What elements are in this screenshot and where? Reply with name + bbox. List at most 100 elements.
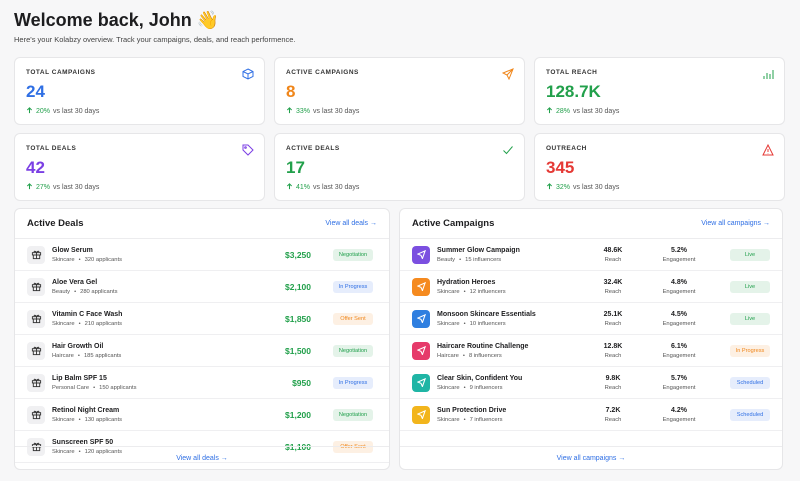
stat-card: TOTAL DEALS 42 27% vs last 30 days — [14, 133, 265, 201]
stat-period: vs last 30 days — [573, 184, 620, 191]
row-icon — [412, 373, 430, 392]
status-badge: Negotiation — [333, 344, 373, 357]
view-all-link[interactable]: View all campaigns → — [701, 220, 770, 227]
engagement-metric: 6.1% Engagement — [649, 343, 709, 359]
panel-title: Active Deals — [27, 218, 84, 229]
row-detail: 280 applicants — [70, 289, 117, 295]
row-category: Skincare — [52, 256, 75, 263]
row-name: Summer Glow Campaign — [437, 246, 520, 254]
row-sub: Personal Care150 applicants — [52, 385, 136, 391]
row-category: Skincare — [437, 384, 460, 391]
row-text: Glow Serum Skincare320 applicants — [52, 247, 122, 263]
row-category: Skincare — [437, 320, 460, 327]
trend-arrow — [286, 107, 293, 116]
panel-footer: View all deals → — [15, 446, 389, 469]
row-name: Monsoon Skincare Essentials — [437, 310, 536, 318]
row-category: Skincare — [437, 416, 460, 423]
stat-change-pct: 41% — [296, 184, 311, 191]
row-icon — [27, 277, 45, 296]
deal-row: Lip Balm SPF 15 Personal Care150 applican… — [15, 367, 389, 399]
campaign-row: Monsoon Skincare Essentials Skincare10 in… — [400, 303, 782, 335]
stat-period: vs last 30 days — [573, 108, 620, 115]
row-icon — [412, 277, 430, 296]
stat-change: 32% vs last 30 days — [546, 183, 773, 192]
row-text: Hair Growth Oil Haircare185 applicants — [52, 343, 121, 359]
campaigns-panel: Active Campaigns View all campaigns → Summ… — [399, 208, 783, 470]
row-category: Beauty — [437, 256, 456, 263]
row-name: Vitamin C Face Wash — [52, 310, 123, 318]
row-name: Glow Serum — [52, 246, 93, 254]
view-all-link[interactable]: View all campaigns → — [556, 454, 626, 462]
row-category: Skincare — [52, 416, 75, 423]
engagement-value: 6.1% — [671, 342, 687, 350]
status-badge: Live — [730, 312, 770, 325]
engagement-metric: 4.5% Engagement — [649, 311, 709, 327]
trend-arrow — [546, 107, 553, 116]
row-detail: 320 applicants — [75, 257, 122, 263]
reach-value: 48.6K — [603, 246, 623, 254]
reach-metric: 9.8K Reach — [583, 375, 643, 391]
reach-label: Reach — [604, 384, 622, 391]
row-sub: Skincare320 applicants — [52, 257, 122, 263]
row-detail: 210 applicants — [75, 321, 122, 327]
row-detail: 130 applicants — [75, 417, 122, 423]
row-category: Haircare — [52, 352, 74, 359]
stat-label: ACTIVE CAMPAIGNS — [286, 69, 359, 76]
deal-amount: $2,100 — [285, 281, 311, 292]
row-icon — [27, 341, 45, 360]
stat-value: 17 — [286, 158, 305, 177]
engagement-label: Engagement — [662, 352, 696, 359]
deal-row: Retinol Night Cream Skincare130 applicant… — [15, 399, 389, 431]
status-badge: In Progress — [333, 376, 373, 389]
row-text: Lip Balm SPF 15 Personal Care150 applican… — [52, 375, 136, 391]
row-name: Clear Skin, Confident You — [437, 374, 523, 382]
row-category: Haircare — [437, 352, 459, 359]
campaign-row: Haircare Routine Challenge Haircare8 infl… — [400, 335, 782, 367]
row-icon — [412, 341, 430, 360]
row-category: Personal Care — [52, 384, 90, 391]
reach-label: Reach — [604, 288, 622, 295]
engagement-label: Engagement — [662, 416, 696, 423]
stat-change: 27% vs last 30 days — [26, 183, 253, 192]
row-name: Retinol Night Cream — [52, 406, 120, 414]
row-detail: 10 influencers — [460, 321, 506, 327]
stat-icon — [242, 143, 254, 161]
deal-amount: $1,200 — [285, 409, 311, 420]
trend-arrow — [26, 107, 33, 116]
campaign-row: Summer Glow Campaign Beauty15 influencers… — [400, 239, 782, 271]
panel-header: Active Deals View all deals → — [15, 209, 389, 239]
row-icon — [27, 373, 45, 392]
row-icon — [27, 405, 45, 424]
row-sub: Beauty280 applicants — [52, 289, 117, 295]
row-name: Hair Growth Oil — [52, 342, 104, 350]
row-icon — [412, 245, 430, 264]
stat-period: vs last 30 days — [313, 108, 360, 115]
reach-metric: 12.8K Reach — [583, 343, 643, 359]
row-text: Clear Skin, Confident You Skincare9 influ… — [437, 375, 522, 391]
row-text: Summer Glow Campaign Beauty15 influencers — [437, 247, 520, 263]
stat-value: 128.7K — [546, 82, 601, 101]
stat-label: OUTREACH — [546, 145, 587, 152]
engagement-label: Engagement — [662, 288, 696, 295]
engagement-metric: 5.7% Engagement — [649, 375, 709, 391]
stat-value: 8 — [286, 82, 296, 101]
trend-arrow — [286, 183, 293, 192]
row-icon — [27, 245, 45, 264]
deal-amount: $3,250 — [285, 249, 311, 260]
row-category: Skincare — [52, 320, 75, 327]
row-name: Sunscreen SPF 50 — [52, 438, 114, 446]
deal-row: Vitamin C Face Wash Skincare210 applicant… — [15, 303, 389, 335]
stat-card: OUTREACH 345 32% vs last 30 days — [534, 133, 785, 201]
engagement-label: Engagement — [662, 256, 696, 263]
row-name: Aloe Vera Gel — [52, 278, 98, 286]
reach-label: Reach — [604, 256, 622, 263]
row-detail: 8 influencers — [459, 353, 502, 359]
row-text: Vitamin C Face Wash Skincare210 applicant… — [52, 311, 122, 327]
stat-label: TOTAL DEALS — [26, 145, 77, 152]
view-all-link[interactable]: View all deals → — [325, 220, 377, 227]
stat-change-pct: 32% — [556, 184, 571, 191]
engagement-metric: 4.8% Engagement — [649, 279, 709, 295]
status-badge: Scheduled — [730, 376, 770, 389]
reach-metric: 48.6K Reach — [583, 247, 643, 263]
view-all-link[interactable]: View all deals → — [176, 454, 228, 462]
